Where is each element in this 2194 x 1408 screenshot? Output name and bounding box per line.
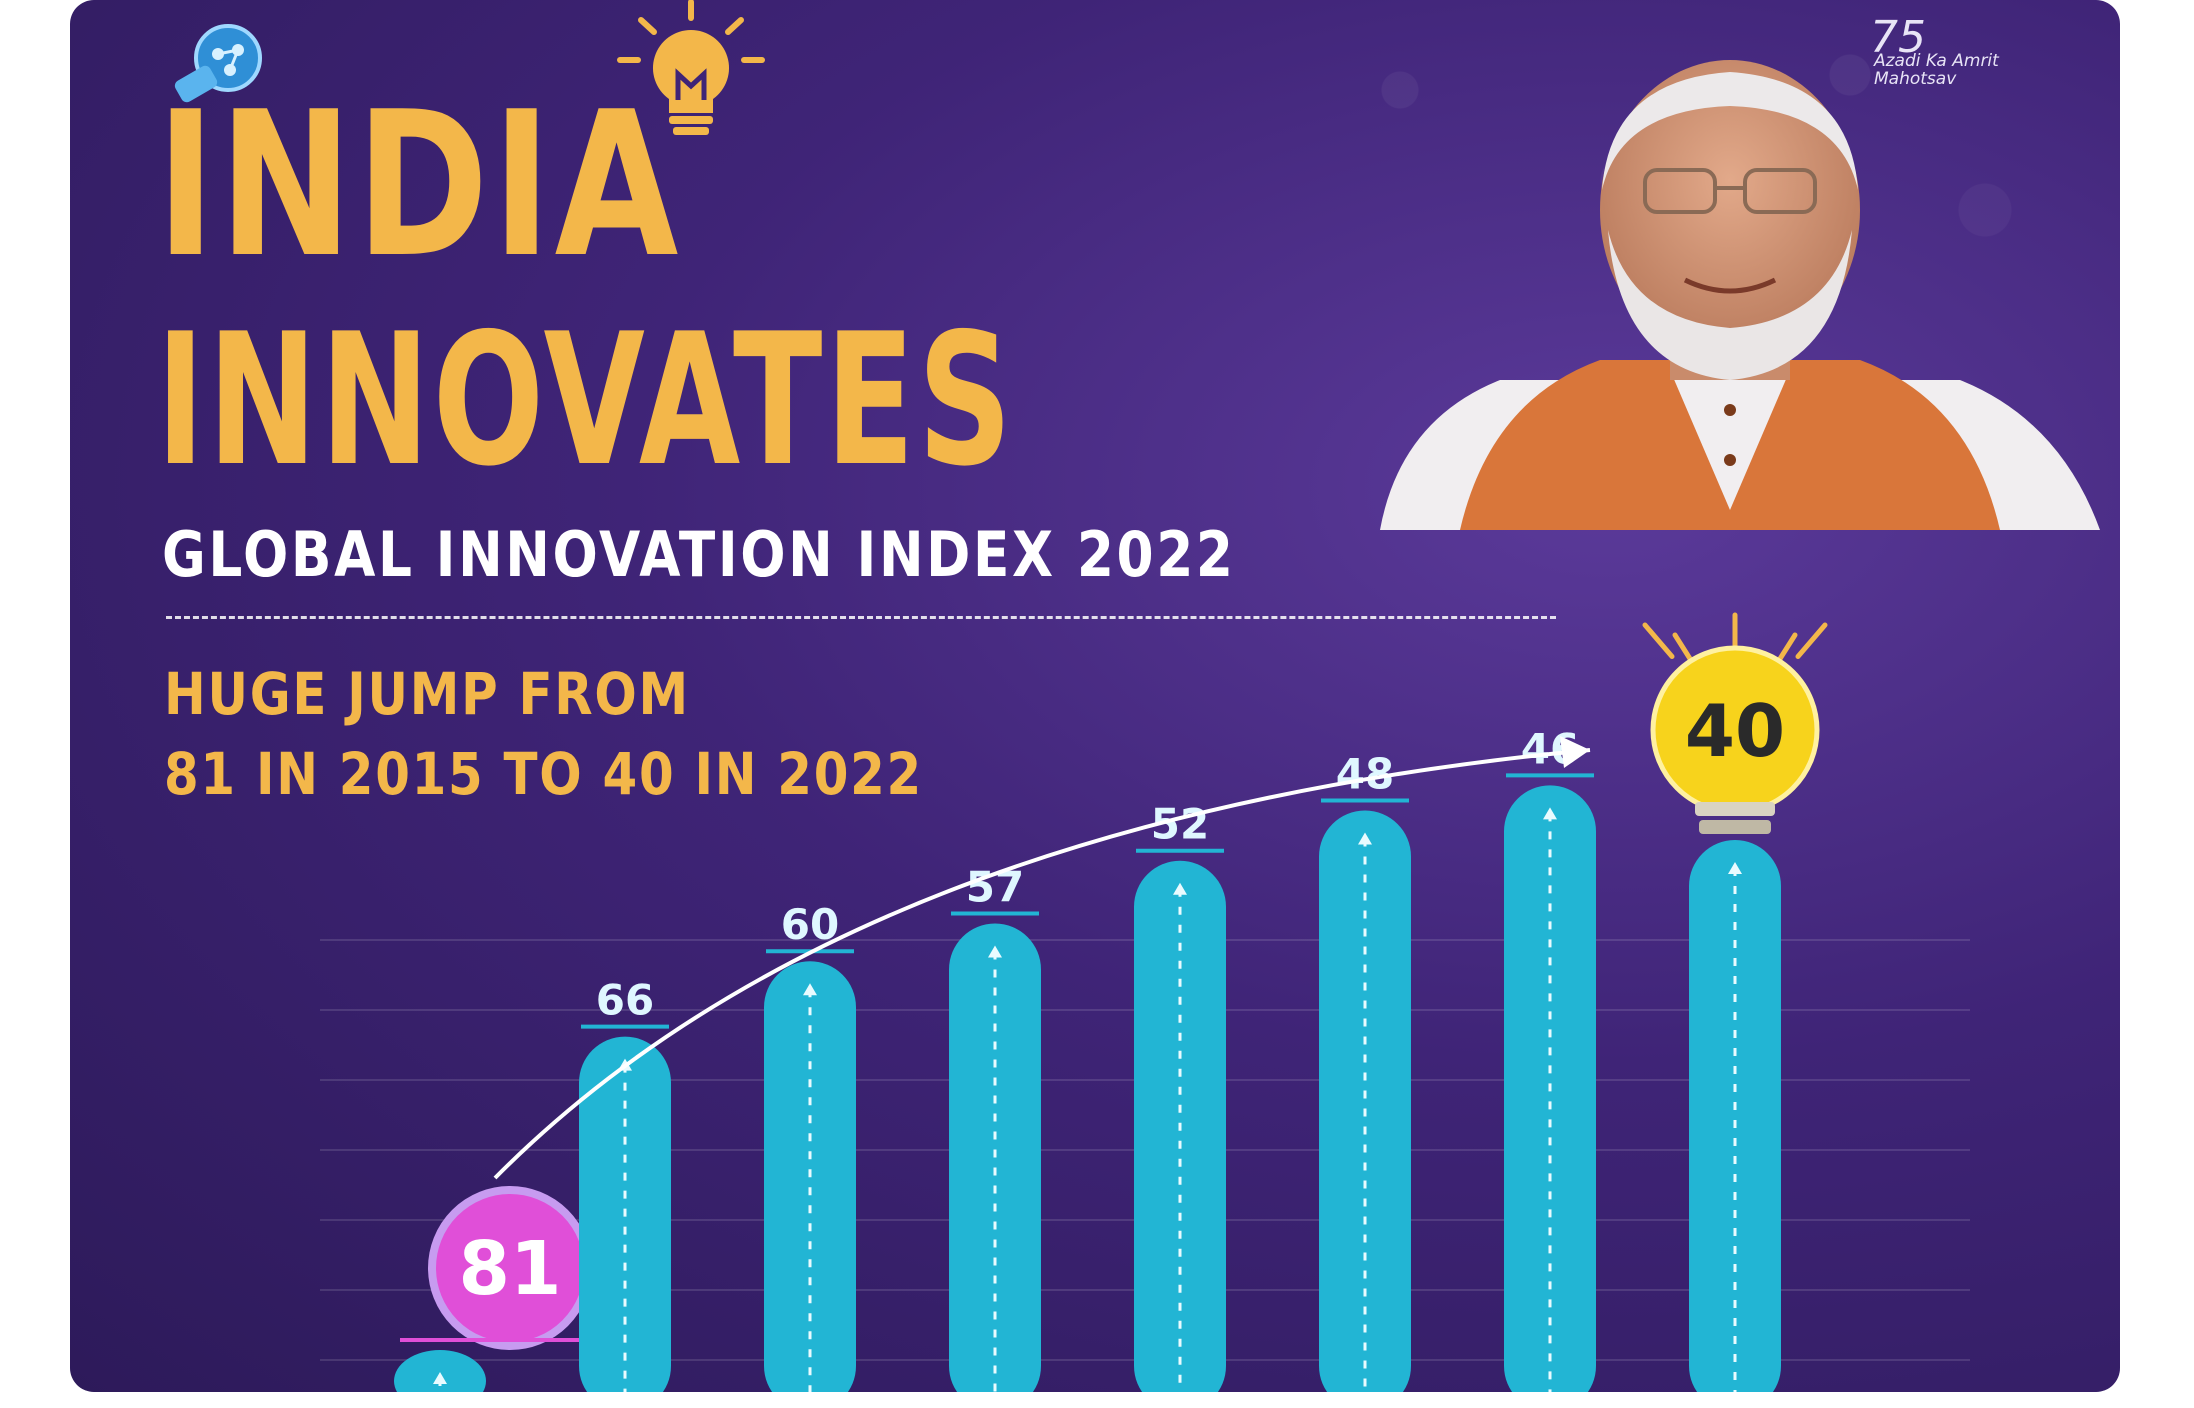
bar [1689,840,1781,1392]
dashed-divider [166,616,1556,619]
bar [394,1350,486,1392]
bar-group: 60 [764,900,856,1392]
bar-group: 46 [1504,724,1596,1392]
jump-line-2: 81 IN 2015 TO 40 IN 2022 [164,740,923,808]
azadi-ka-amrit-mahotsav-logo: 75 Azadi Ka Amrit Mahotsav [1860,12,2070,102]
bar-group: 57 [949,863,1041,1392]
bar-arrow-head [433,1372,447,1384]
bulb-ray [1795,622,1828,659]
bar-group: 66 [579,976,671,1392]
bar [1319,810,1411,1392]
data-label: 40 [1685,689,1785,773]
jump-arrow [493,748,1591,1180]
lightbulb-icon [617,0,765,135]
subtitle: GLOBAL INNOVATION INDEX 2022 [162,518,1236,591]
bar-group: 81 [394,1186,620,1392]
infographic-poster: 75 Azadi Ka Amrit Mahotsav INDIA [70,0,2120,1392]
bar-arrow-head [988,945,1002,958]
data-label: 48 [1336,749,1394,798]
jump-arrow-head [1560,736,1590,768]
data-label: 57 [966,863,1024,912]
bar-arrow-head [803,983,817,996]
brain-gear-bulb-icon [174,24,262,103]
bar-arrow-head [1173,882,1187,895]
chart-bars: 81 66 60 57 52 48 46 40 [394,612,1828,1392]
bulb-base [1695,802,1775,816]
bulb-ray [1642,622,1675,659]
aka-number: 75 [1870,12,1926,63]
bar-arrow-head [1543,807,1557,820]
headline-line-1: INDIA [156,69,682,302]
bar-arrow-head [1358,832,1372,845]
rank-bar-chart: 81 66 60 57 52 48 46 40 [320,612,1970,1392]
portrait-image [1380,60,2100,530]
bar-group: 40 [1642,612,1828,1392]
bar-group: 48 [1319,749,1411,1392]
jump-line-1: HUGE JUMP FROM [164,660,690,728]
data-label: 81 [459,1226,562,1312]
bar-arrow-head [1728,862,1742,874]
bulb-base [1699,820,1771,834]
bar [949,923,1041,1392]
data-label: 66 [596,976,654,1025]
aka-text: Azadi Ka Amrit Mahotsav [1874,51,1999,89]
headline-line-2: INNOVATES [156,294,1015,506]
bar-group: 52 [1134,800,1226,1392]
